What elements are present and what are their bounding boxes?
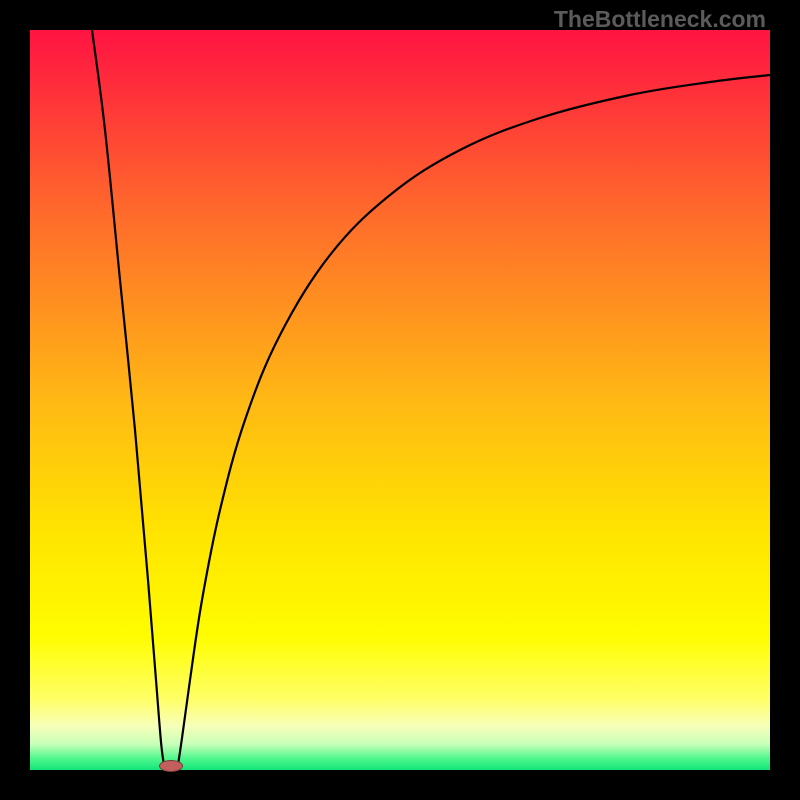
watermark-text: TheBottleneck.com (554, 6, 766, 33)
curve-left-branch (92, 30, 164, 765)
minimum-marker (159, 760, 183, 772)
chart-frame: TheBottleneck.com (0, 0, 800, 800)
curve-right-branch (178, 75, 770, 765)
plot-area (30, 30, 770, 770)
bottleneck-curve (30, 30, 770, 770)
